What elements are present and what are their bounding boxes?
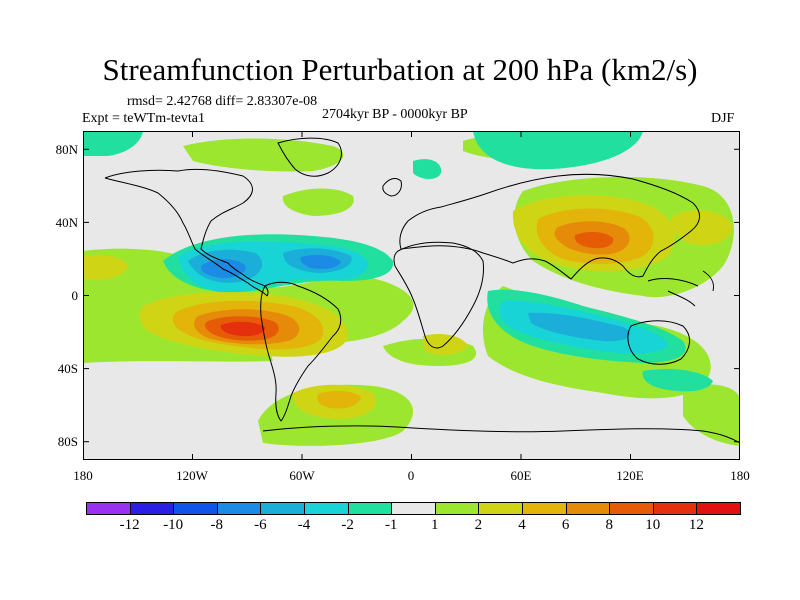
colorbar-label: -1: [384, 517, 398, 533]
colorbar-label: 1: [431, 517, 439, 533]
y-tick-80N: 80N: [55, 142, 78, 157]
colorbar-swatch: [434, 502, 480, 515]
colorbar-swatch: [86, 502, 131, 515]
colorbar-swatch: [216, 502, 262, 515]
colorbar-swatch: [129, 502, 175, 515]
colorbar-label: 10: [645, 517, 661, 533]
axis-ticks: [83, 131, 740, 460]
colorbar-swatch: [304, 502, 349, 515]
colorbar-label: -2: [341, 517, 354, 533]
x-tick-60W: 60W: [289, 468, 315, 483]
season-label: DJF: [711, 111, 735, 126]
streamfunction-map: [83, 131, 740, 460]
colorbar-label: 2: [474, 517, 483, 533]
colorbar-swatch: [478, 502, 523, 515]
x-tick-120E: 120E: [616, 468, 644, 483]
colorbar-swatch: [173, 502, 218, 515]
colorbar-swatch: [565, 502, 611, 515]
colorbar-swatch: [696, 502, 741, 515]
x-tick-180e: 180: [730, 468, 750, 483]
experiment-label: Expt = teWTm-tevta1: [82, 111, 205, 126]
y-tick-0: 0: [71, 288, 79, 303]
plot-title: Streamfunction Perturbation at 200 hPa (…: [102, 52, 698, 87]
contour-red-regions: [220, 321, 266, 337]
colorbar-label: 8: [605, 517, 613, 533]
stats-label: rmsd= 2.42768 diff= 2.83307e-08: [127, 94, 318, 109]
x-tick-120W: 120W: [176, 468, 208, 483]
colorbar-label: -6: [254, 517, 267, 533]
colorbar-swatch: [652, 502, 698, 515]
coastlines: [104, 137, 740, 444]
y-tick-80S: 80S: [57, 434, 78, 449]
colorbar-swatch: [260, 502, 305, 515]
x-tick-180w: 180: [73, 468, 93, 483]
colorbar-label: -10: [163, 517, 184, 533]
colorbar: [86, 502, 741, 515]
colorbar-label: -8: [210, 517, 224, 533]
colorbar-swatch: [609, 502, 654, 515]
y-tick-40N: 40N: [55, 215, 78, 230]
colorbar-swatch: [347, 502, 393, 515]
x-tick-0: 0: [407, 468, 415, 483]
x-tick-60E: 60E: [510, 468, 532, 483]
map-panel: [83, 131, 740, 460]
period-label: 2704kyr BP - 0000kyr BP: [322, 107, 468, 122]
colorbar-swatch: [522, 502, 567, 515]
colorbar-label: 4: [518, 517, 526, 533]
colorbar-label: 6: [561, 517, 570, 533]
y-tick-40S: 40S: [57, 361, 78, 376]
colorbar-label: -4: [297, 517, 311, 533]
colorbar-label: -12: [119, 517, 140, 533]
colorbar-label: 12: [688, 517, 704, 533]
colorbar-swatch: [391, 502, 436, 515]
